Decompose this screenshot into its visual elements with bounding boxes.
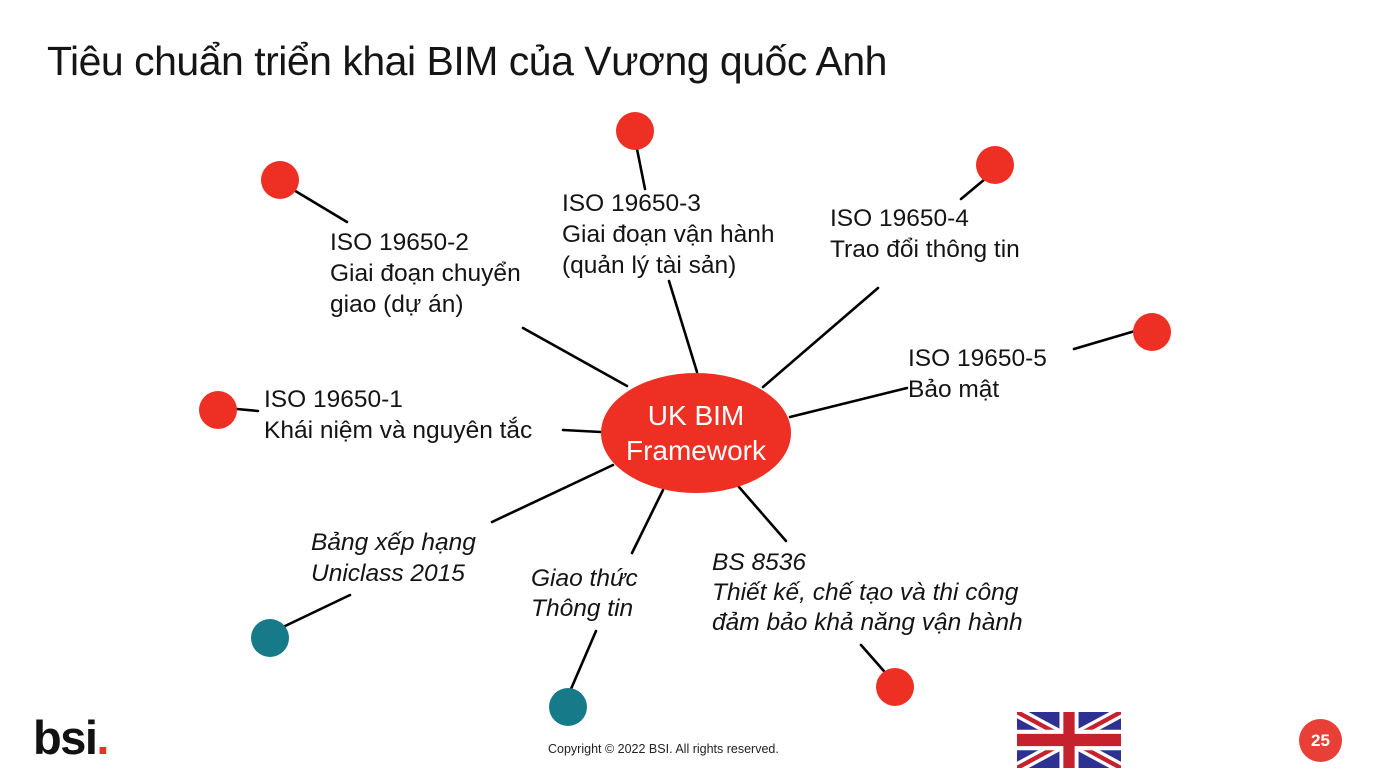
connector-line-hub-uniclass xyxy=(490,463,615,524)
connector-line-dot-iso1 xyxy=(235,407,260,413)
bsi-logo: bsi. xyxy=(33,710,109,765)
node-label-line: ISO 19650-4 xyxy=(830,205,969,232)
node-dot-iso-19650-5 xyxy=(1133,313,1171,351)
connector-line-hub-iso4 xyxy=(761,286,880,389)
node-label-line: Trao đổi thông tin xyxy=(830,236,1020,263)
connector-line-dot-iso2 xyxy=(290,187,349,224)
connector-line-dot-uniclass xyxy=(281,593,352,629)
page-number-badge: 25 xyxy=(1299,719,1342,762)
node-dot-iso-19650-3 xyxy=(616,112,654,150)
connector-line-hub-iso2 xyxy=(521,326,629,388)
node-label-bs-8536: BS 8536 Thiết kế, chế tạo và thi công đả… xyxy=(712,548,1023,638)
node-dot-giao-thuc-thong-tin xyxy=(549,688,587,726)
bsi-logo-dot: . xyxy=(96,711,109,764)
connector-line-hub-giaothuc xyxy=(630,488,665,555)
hub-label-line2: Framework xyxy=(625,435,766,466)
node-label-line: Giai đoạn vận hành xyxy=(562,221,775,248)
node-label-line: BS 8536 xyxy=(712,549,806,576)
connector-line-hub-iso3 xyxy=(667,279,699,374)
node-label-giao-thuc-thong-tin: Giao thức Thông tin xyxy=(531,564,638,624)
connector-line-dot-giaothuc xyxy=(569,629,598,691)
connector-line-hub-bs8536 xyxy=(737,485,788,543)
node-label-line: Giai đoạn chuyển xyxy=(330,260,521,287)
node-label-line: Bảng xếp hạng xyxy=(311,529,476,556)
node-label-line: Uniclass 2015 xyxy=(311,560,465,587)
connector-line-dot-iso5 xyxy=(1072,329,1137,351)
hub-label-line1: UK BIM xyxy=(647,400,745,431)
node-label-iso-19650-3: ISO 19650-3 Giai đoạn vận hành (quản lý … xyxy=(562,188,775,281)
node-label-line: Bảo mật xyxy=(908,376,1000,403)
node-dot-bs-8536 xyxy=(876,668,914,706)
node-dot-iso-19650-4 xyxy=(976,146,1014,184)
node-dot-iso-19650-1 xyxy=(199,391,237,429)
connector-line-dot-iso4 xyxy=(959,177,987,201)
connector-line-hub-iso5 xyxy=(788,386,909,419)
node-dot-uniclass-2015 xyxy=(251,619,289,657)
node-label-iso-19650-5: ISO 19650-5 Bảo mật xyxy=(908,343,1047,405)
node-label-line: Thông tin xyxy=(531,595,634,622)
node-label-line: đảm bảo khả năng vận hành xyxy=(712,609,1023,636)
node-label-line: Giao thức xyxy=(531,565,638,592)
node-label-line: Khái niệm và nguyên tắc xyxy=(264,417,533,444)
uk-flag-icon xyxy=(1017,712,1121,768)
page-number: 25 xyxy=(1311,730,1330,750)
node-label-line: (quản lý tài sản) xyxy=(562,252,737,279)
bsi-logo-text: bsi xyxy=(33,711,98,764)
slide-title: Tiêu chuẩn triển khai BIM của Vương quốc… xyxy=(47,38,887,84)
node-label-line: ISO 19650-1 xyxy=(264,386,403,413)
node-label-line: giao (dự án) xyxy=(330,291,464,318)
copyright-text: Copyright © 2022 BSI. All rights reserve… xyxy=(548,742,779,756)
node-dot-iso-19650-2 xyxy=(261,161,299,199)
node-label-iso-19650-2: ISO 19650-2 Giai đoạn chuyển giao (dự án… xyxy=(330,227,521,320)
node-label-line: ISO 19650-2 xyxy=(330,229,469,256)
connector-line-hub-iso1 xyxy=(561,428,603,434)
node-label-iso-19650-4: ISO 19650-4 Trao đổi thông tin xyxy=(830,203,1020,265)
node-label-line: Thiết kế, chế tạo và thi công xyxy=(712,579,1019,606)
hub-uk-bim-framework: UK BIM Framework xyxy=(601,373,791,493)
node-label-line: ISO 19650-5 xyxy=(908,345,1047,372)
node-label-iso-19650-1: ISO 19650-1 Khái niệm và nguyên tắc xyxy=(264,384,532,446)
node-label-line: ISO 19650-3 xyxy=(562,190,701,217)
connector-line-dot-iso3 xyxy=(635,147,647,191)
node-label-uniclass-2015: Bảng xếp hạng Uniclass 2015 xyxy=(311,527,476,589)
